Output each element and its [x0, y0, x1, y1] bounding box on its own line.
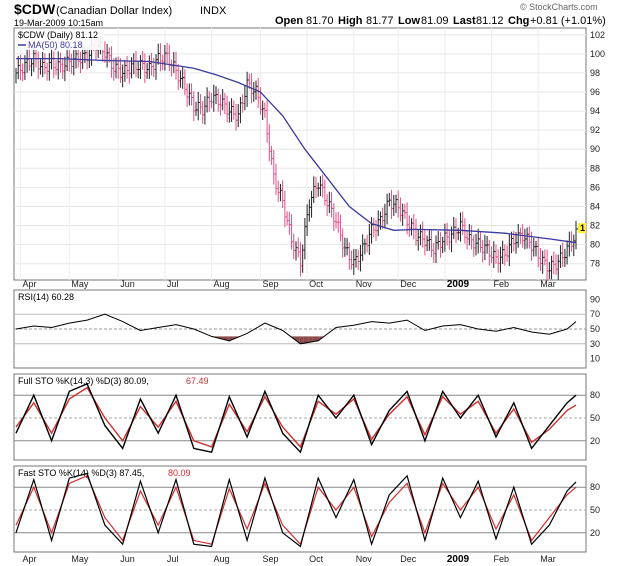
rsi-tick-label: 30 [590, 339, 600, 349]
month-label: Feb [494, 279, 510, 289]
sto-tick-label: 50 [590, 413, 600, 423]
last-value: 81.12 [476, 15, 504, 27]
full-sto-legend: Full STO %K(14,3) %D(3) 80.09, [18, 376, 149, 386]
month-label: 2009 [447, 554, 470, 565]
exchange: INDX [200, 5, 227, 17]
month-label: Sep [262, 279, 278, 289]
last-price-marker-label: 1 [580, 223, 585, 233]
full-sto-k-line [15, 382, 577, 454]
symbol: $CDW [14, 1, 56, 17]
sto-tick-label: 50 [590, 505, 600, 515]
price-tick-label: 92 [590, 125, 600, 135]
fast-sto-gridlines [14, 486, 586, 534]
price-tick-label: 82 [590, 221, 600, 231]
rsi-tick-label: 90 [590, 294, 600, 304]
instrument-name: (Canadian Dollar Index) [56, 5, 172, 17]
high-value: 81.77 [366, 15, 394, 27]
fast-sto-panel [13, 465, 587, 553]
low-value: 81.09 [421, 15, 449, 27]
month-label: Oct [309, 279, 324, 289]
rsi-line [15, 313, 577, 345]
month-label: Apr [22, 554, 36, 564]
month-label: Feb [494, 554, 510, 564]
sto-tick-label: 80 [590, 390, 600, 400]
full-sto-d-line [15, 386, 577, 449]
full-sto-gridlines [14, 394, 586, 442]
month-label: Dec [400, 279, 417, 289]
month-label: May [71, 279, 89, 289]
rsi-tick-label: 10 [590, 354, 600, 364]
sto-tick-label: 80 [590, 482, 600, 492]
month-label: Aug [214, 279, 230, 289]
price-tick-label: 78 [590, 259, 600, 269]
fast-sto-k-line [15, 472, 577, 548]
timestamp: 19-Mar-2009 10:15am [14, 18, 103, 28]
price-legend-box [16, 30, 104, 50]
price-tick-label: 86 [590, 182, 600, 192]
last-label: Last [453, 15, 476, 27]
rsi-tick-label: 70 [590, 309, 600, 319]
month-label: Nov [356, 279, 373, 289]
full-sto-y-axis: 20 50 80 [590, 390, 600, 446]
ma-legend: MA(50) 80.18 [28, 40, 83, 50]
price-tick-label: 96 [590, 87, 600, 97]
full-sto-legend-d: 67.49 [186, 376, 209, 386]
month-label: 2009 [447, 279, 470, 290]
price-gridlines [14, 28, 586, 280]
last-price-marker [578, 223, 586, 234]
rsi-legend: RSI(14) 60.28 [18, 292, 74, 302]
price-y-axis: 78 80 82 84 86 88 90 92 94 96 98 100 102 [590, 30, 605, 269]
fast-sto-y-axis: 20 50 80 [590, 482, 600, 538]
month-label: Mar [540, 279, 556, 289]
month-labels-bottom: Apr May Jun Jul Aug Sep Oct Nov Dec 2009 Feb Mar [22, 554, 555, 565]
price-tick-label: 88 [590, 163, 600, 173]
price-tick-label: 98 [590, 68, 600, 78]
month-label: Mar [540, 554, 556, 564]
full-sto-panel [13, 373, 587, 461]
month-label: Dec [400, 554, 417, 564]
month-label: Jul [167, 554, 179, 564]
sto-tick-label: 20 [590, 528, 600, 538]
price-legend: $CDW (Daily) 81.12 [18, 30, 98, 40]
fast-sto-legend: Fast STO %K(14) %D(3) 87.45, [18, 468, 144, 478]
open-label: Open [275, 15, 303, 27]
month-labels-price: Apr May Jun Jul Aug Sep Oct Nov Dec 2009 Feb Mar [22, 279, 555, 290]
watermark: © StockCharts.com [520, 2, 598, 12]
change-value: +0.81 (+1.01%) [530, 15, 606, 27]
rsi-tick-label: 50 [590, 324, 600, 334]
month-label: Jun [120, 554, 135, 564]
high-label: High [338, 15, 363, 27]
month-label: Jun [120, 279, 135, 289]
month-label: Jul [167, 279, 179, 289]
month-label: Aug [214, 554, 230, 564]
rsi-y-axis: 10 30 50 70 90 [590, 294, 600, 363]
ma50-line [16, 57, 577, 244]
month-label: Sep [262, 554, 278, 564]
month-label: Apr [22, 279, 36, 289]
price-tick-label: 90 [590, 144, 600, 154]
open-value: 81.70 [306, 15, 334, 27]
price-tick-label: 94 [590, 106, 600, 116]
low-label: Low [398, 15, 420, 27]
price-tick-label: 84 [590, 201, 600, 211]
month-label: Oct [309, 554, 324, 564]
change-label: Chg [508, 15, 529, 27]
price-panel [13, 27, 587, 281]
price-tick-label: 80 [590, 240, 600, 250]
price-tick-label: 100 [590, 49, 605, 59]
sto-tick-label: 20 [590, 436, 600, 446]
fast-sto-legend-d: 80.09 [168, 468, 191, 478]
month-label: Nov [356, 554, 373, 564]
price-tick-label: 102 [590, 30, 605, 40]
month-label: May [71, 554, 89, 564]
